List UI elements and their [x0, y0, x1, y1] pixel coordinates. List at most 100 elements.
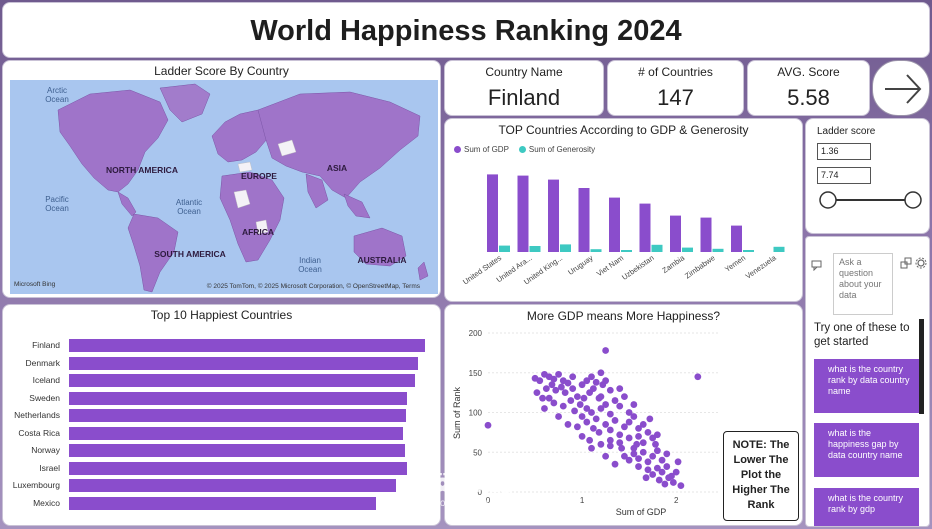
scatter-point[interactable] — [555, 370, 562, 378]
scatter-point[interactable] — [602, 401, 610, 408]
scatter-point[interactable] — [655, 476, 663, 484]
gdp-bar[interactable] — [517, 175, 529, 252]
scatter-point[interactable] — [592, 378, 600, 386]
scatter-point[interactable] — [606, 442, 614, 450]
gdp-bar[interactable] — [578, 188, 590, 252]
scatter-point[interactable] — [602, 347, 610, 354]
scatter-point[interactable] — [621, 393, 628, 400]
scatter-point[interactable] — [484, 421, 492, 429]
scatter-point[interactable] — [569, 385, 577, 393]
scatter-point[interactable] — [658, 468, 666, 476]
top10-bar[interactable] — [69, 374, 416, 387]
scatter-point[interactable] — [542, 385, 550, 393]
scatter-point[interactable] — [644, 458, 652, 466]
scatter-point[interactable] — [663, 463, 671, 470]
scatter-point[interactable] — [586, 436, 594, 444]
scatter-point[interactable] — [602, 452, 610, 460]
scatter-point[interactable] — [589, 425, 597, 432]
scatter-point[interactable] — [533, 389, 541, 397]
scatter-point[interactable] — [616, 385, 624, 393]
scatter-point[interactable] — [564, 379, 572, 387]
scatter-point[interactable] — [597, 393, 605, 400]
scatter-point[interactable] — [597, 369, 605, 377]
gdp-bar[interactable] — [487, 174, 498, 252]
generosity-bar[interactable] — [621, 250, 632, 252]
scatter-point[interactable] — [602, 421, 610, 428]
scatter-point[interactable] — [649, 452, 657, 460]
scatter-point[interactable] — [606, 436, 614, 444]
top10-bar[interactable] — [69, 496, 377, 510]
gdp-bar[interactable] — [731, 225, 742, 252]
scatter-point[interactable] — [646, 415, 654, 423]
scatter-point[interactable] — [658, 456, 666, 464]
scatter-point[interactable] — [621, 423, 628, 431]
scatter-point[interactable] — [694, 373, 702, 381]
scatter-point[interactable] — [578, 381, 586, 389]
scatter-point[interactable] — [672, 468, 680, 476]
scatter-point[interactable] — [606, 386, 614, 394]
scatter-point[interactable] — [564, 421, 572, 428]
qa-scrollbar[interactable] — [919, 319, 924, 414]
scatter-point[interactable] — [625, 418, 633, 426]
scatter-point[interactable] — [597, 405, 605, 412]
scatter-point[interactable] — [653, 464, 661, 472]
scatter-point[interactable] — [578, 413, 586, 420]
scatter-point[interactable] — [588, 444, 595, 452]
scatter-point[interactable] — [589, 385, 597, 393]
gdp-bar[interactable] — [670, 215, 681, 252]
gdp-bar[interactable] — [700, 217, 712, 252]
scatter-point[interactable] — [621, 452, 628, 460]
top10-bar[interactable] — [69, 479, 397, 492]
scatter-point[interactable] — [663, 450, 671, 458]
top10-bar[interactable] — [69, 356, 418, 370]
top10-bar[interactable] — [69, 409, 406, 422]
top10-bar[interactable] — [69, 444, 405, 457]
scatter-point[interactable] — [555, 413, 562, 420]
scatter-point[interactable] — [573, 393, 581, 400]
scatter-point[interactable] — [571, 407, 578, 415]
scatter-point[interactable] — [548, 381, 556, 389]
scatter-point[interactable] — [625, 434, 633, 442]
scatter-point[interactable] — [630, 450, 638, 458]
scatter-point[interactable] — [611, 460, 619, 468]
scatter-point[interactable] — [602, 377, 610, 385]
scatter-point[interactable] — [583, 377, 591, 385]
generosity-bar[interactable] — [499, 245, 510, 252]
scatter-point[interactable] — [625, 409, 633, 416]
qa-suggestion-3[interactable]: what is the country rank by gdp — [814, 488, 919, 526]
scatter-point[interactable] — [635, 455, 642, 463]
scatter-point[interactable] — [630, 413, 638, 420]
legend-item-generosity[interactable]: Sum of Generosity — [518, 145, 595, 154]
scatter-point[interactable] — [616, 439, 624, 447]
slicer-max-input[interactable]: 7.74 — [817, 167, 871, 184]
scatter-point[interactable] — [669, 479, 677, 486]
share-icon[interactable] — [900, 257, 912, 269]
gdp-bar[interactable] — [548, 179, 559, 252]
scatter-point[interactable] — [569, 373, 577, 381]
scatter-point[interactable] — [649, 471, 657, 478]
generosity-bar[interactable] — [590, 249, 602, 252]
world-map[interactable]: Arctic Ocean Pacific Ocean Atlantic Ocea… — [10, 80, 438, 294]
scatter-point[interactable] — [653, 431, 661, 439]
scatter-point[interactable] — [653, 447, 661, 455]
scatter-point[interactable] — [611, 397, 619, 404]
scatter-point[interactable] — [639, 448, 647, 456]
scatter-point[interactable] — [665, 474, 673, 482]
scatter-point[interactable] — [635, 425, 642, 432]
scatter-point[interactable] — [644, 428, 652, 436]
scatter-point[interactable] — [597, 440, 605, 448]
generosity-bar[interactable] — [712, 248, 724, 252]
scatter-point[interactable] — [578, 432, 586, 440]
scatter-point[interactable] — [536, 377, 544, 385]
scatter-point[interactable] — [541, 405, 548, 412]
scatter-point[interactable] — [611, 417, 619, 424]
scatter-point[interactable] — [592, 415, 600, 423]
scatter-point[interactable] — [674, 458, 682, 466]
scatter-point[interactable] — [588, 409, 595, 416]
scatter-point[interactable] — [580, 394, 588, 402]
scatter-point[interactable] — [539, 394, 546, 402]
scatter-point[interactable] — [652, 440, 659, 448]
scatter-point[interactable] — [616, 402, 624, 410]
scatter-point[interactable] — [635, 432, 642, 440]
scatter-point[interactable] — [583, 418, 591, 426]
